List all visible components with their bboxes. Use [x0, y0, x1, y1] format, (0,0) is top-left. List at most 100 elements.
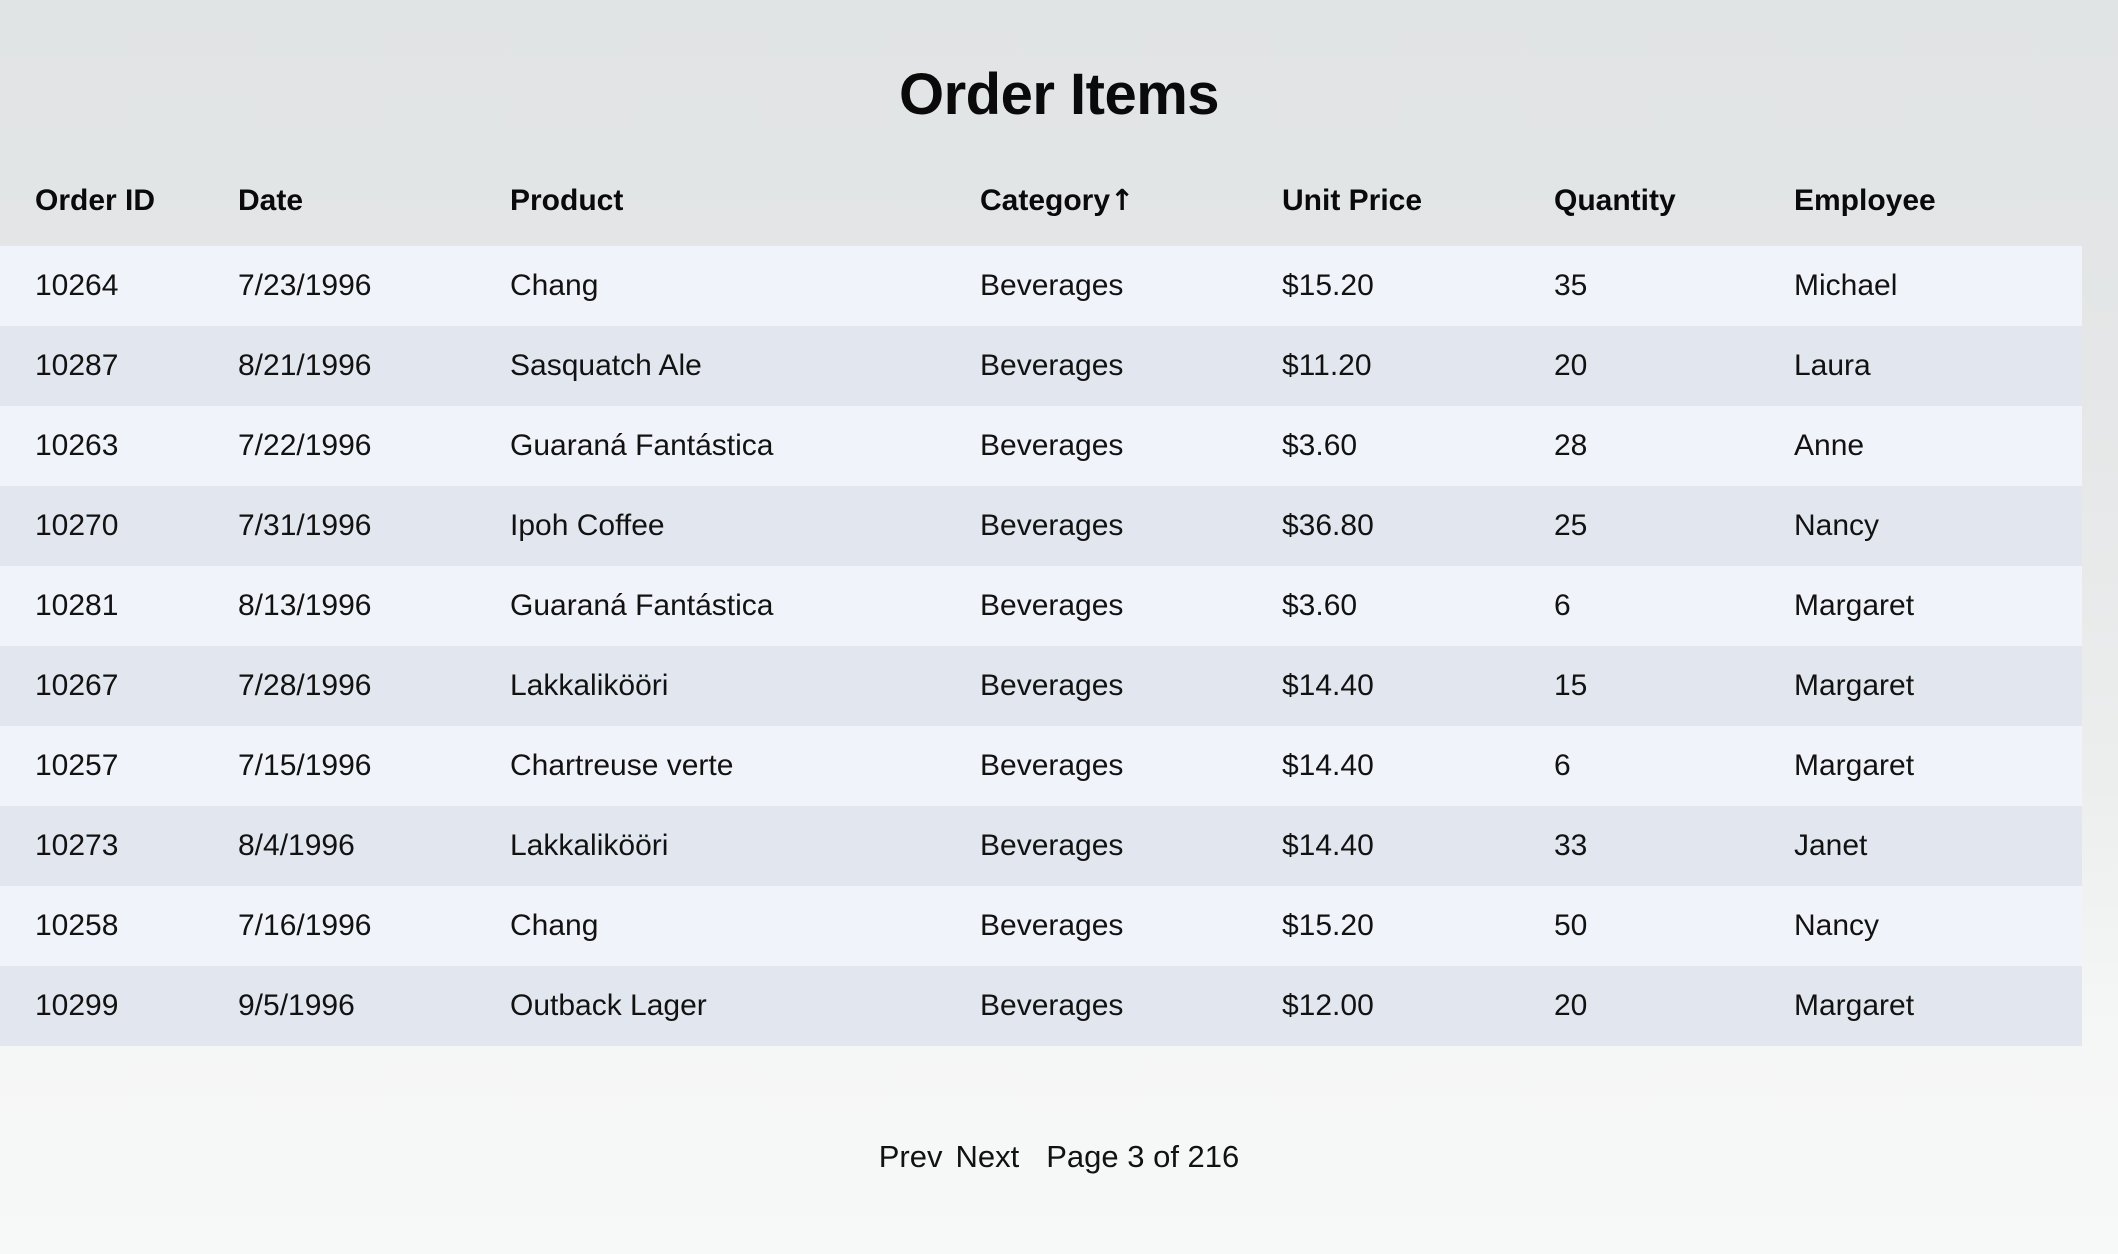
cell-date: 9/5/1996 [238, 989, 355, 1022]
cell-order-id: 10299 [35, 989, 119, 1022]
cell-order-id: 10270 [35, 509, 119, 542]
cell-employee: Laura [1794, 349, 1871, 382]
cell-category: Beverages [980, 749, 1124, 782]
cell-product: Lakkalikööri [510, 829, 669, 862]
column-header-label: Quantity [1554, 184, 1676, 217]
cell-quantity: 25 [1554, 509, 1588, 542]
column-header-label: Unit Price [1282, 184, 1423, 217]
cell-order-id: 10264 [35, 269, 119, 302]
cell-category: Beverages [980, 429, 1124, 462]
column-header-label: Date [238, 184, 304, 217]
table-row[interactable]: 10267 7/28/1996 Lakkalikööri Beverages $14.4… [0, 646, 2082, 726]
page-title: Order Items [898, 62, 1220, 127]
table-row[interactable]: 10281 8/13/1996 Guaraná Fantástica Beverage… [0, 566, 2082, 646]
cell-unit-price: $3.60 [1282, 589, 1358, 622]
cell-unit-price: $14.40 [1282, 749, 1374, 782]
cell-quantity: 28 [1554, 429, 1588, 462]
cell-order-id: 10257 [35, 749, 119, 782]
table-row[interactable]: 10299 9/5/1996 Outback Lager Beverages $12.0… [0, 966, 2082, 1046]
cell-quantity: 6 [1554, 589, 1571, 622]
column-header-date[interactable]: Date [238, 184, 510, 246]
pagination-status: Page 3 of 216 [1046, 1139, 1240, 1174]
cell-quantity: 33 [1554, 829, 1588, 862]
cell-quantity: 20 [1554, 349, 1588, 382]
cell-category: Beverages [980, 989, 1124, 1022]
cell-unit-price: $15.20 [1282, 909, 1374, 942]
cell-employee: Janet [1794, 829, 1868, 862]
cell-quantity: 6 [1554, 749, 1571, 782]
column-header-label: Employee [1794, 184, 1936, 217]
cell-employee: Margaret [1794, 669, 1915, 702]
cell-category: Beverages [980, 669, 1124, 702]
cell-product: Guaraná Fantástica [510, 429, 774, 462]
table-row[interactable]: 10263 7/22/1996 Guaraná Fantástica Beverage… [0, 406, 2082, 486]
cell-quantity: 20 [1554, 989, 1588, 1022]
next-page-button[interactable]: Next [955, 1139, 1020, 1174]
column-header-label: Product [510, 184, 624, 217]
cell-date: 7/16/1996 [238, 909, 372, 942]
order-items-table-container: Order ID Date Product Category↑ Unit Price Qu… [0, 184, 2118, 1046]
cell-order-id: 10273 [35, 829, 119, 862]
column-header-label: Category [980, 184, 1111, 217]
cell-date: 8/4/1996 [238, 829, 355, 862]
column-header-employee[interactable]: Employee [1794, 184, 2082, 246]
cell-category: Beverages [980, 349, 1124, 382]
cell-order-id: 10287 [35, 349, 119, 382]
cell-category: Beverages [980, 589, 1124, 622]
cell-product: Sasquatch Ale [510, 349, 702, 382]
cell-category: Beverages [980, 509, 1124, 542]
cell-date: 7/28/1996 [238, 669, 372, 702]
table-row[interactable]: 10273 8/4/1996 Lakkalikööri Beverages $14.40… [0, 806, 2082, 886]
table-row[interactable]: 10287 8/21/1996 Sasquatch Ale Beverages $11.… [0, 326, 2082, 406]
column-header-quantity[interactable]: Quantity [1554, 184, 1794, 246]
cell-product: Lakkalikööri [510, 669, 669, 702]
cell-employee: Anne [1794, 429, 1865, 462]
cell-date: 8/13/1996 [238, 589, 372, 622]
table-row[interactable]: 10258 7/16/1996 Chang Beverages $15.20 50 Nanc… [0, 886, 2082, 966]
cell-unit-price: $14.40 [1282, 829, 1374, 862]
pagination-controls: Prev Next Page 3 of 216 [0, 1138, 2118, 1175]
column-header-category[interactable]: Category↑ [980, 184, 1282, 246]
cell-product: Guaraná Fantástica [510, 589, 774, 622]
cell-employee: Nancy [1794, 509, 1880, 542]
cell-employee: Nancy [1794, 909, 1880, 942]
cell-product: Ipoh Coffee [510, 509, 665, 542]
column-header-label: Order ID [35, 184, 156, 217]
table-body: 10264 7/23/1996 Chang Beverages $15.20 35 Mich… [0, 246, 2082, 1046]
cell-order-id: 10267 [35, 669, 119, 702]
table-row[interactable]: 10270 7/31/1996 Ipoh Coffee Beverages $36.80… [0, 486, 2082, 566]
cell-unit-price: $12.00 [1282, 989, 1374, 1022]
cell-order-id: 10258 [35, 909, 119, 942]
table-header-row: Order ID Date Product Category↑ Unit Price Qu… [0, 184, 2082, 246]
cell-date: 7/22/1996 [238, 429, 372, 462]
column-header-unit-price[interactable]: Unit Price [1282, 184, 1554, 246]
prev-page-button[interactable]: Prev [878, 1139, 943, 1174]
table-header: Order ID Date Product Category↑ Unit Price Qu… [0, 184, 2082, 246]
cell-order-id: 10263 [35, 429, 119, 462]
cell-date: 7/23/1996 [238, 269, 372, 302]
cell-product: Chang [510, 269, 599, 302]
column-header-order-id[interactable]: Order ID [0, 184, 238, 246]
sort-ascending-icon: ↑ [1110, 183, 1135, 217]
cell-quantity: 35 [1554, 269, 1588, 302]
cell-unit-price: $14.40 [1282, 669, 1374, 702]
cell-employee: Margaret [1794, 589, 1915, 622]
cell-employee: Margaret [1794, 749, 1915, 782]
cell-employee: Michael [1794, 269, 1898, 302]
column-header-product[interactable]: Product [510, 184, 980, 246]
cell-product: Chartreuse verte [510, 749, 734, 782]
cell-quantity: 50 [1554, 909, 1588, 942]
cell-unit-price: $36.80 [1282, 509, 1374, 542]
cell-product: Outback Lager [510, 989, 707, 1022]
cell-unit-price: $11.20 [1282, 349, 1372, 382]
table-row[interactable]: 10257 7/15/1996 Chartreuse verte Beverages $… [0, 726, 2082, 806]
cell-category: Beverages [980, 269, 1124, 302]
cell-unit-price: $3.60 [1282, 429, 1358, 462]
cell-employee: Margaret [1794, 989, 1915, 1022]
cell-date: 7/15/1996 [238, 749, 372, 782]
cell-date: 7/31/1996 [238, 509, 372, 542]
cell-unit-price: $15.20 [1282, 269, 1374, 302]
cell-product: Chang [510, 909, 599, 942]
table-row[interactable]: 10264 7/23/1996 Chang Beverages $15.20 35 Mich… [0, 246, 2082, 326]
